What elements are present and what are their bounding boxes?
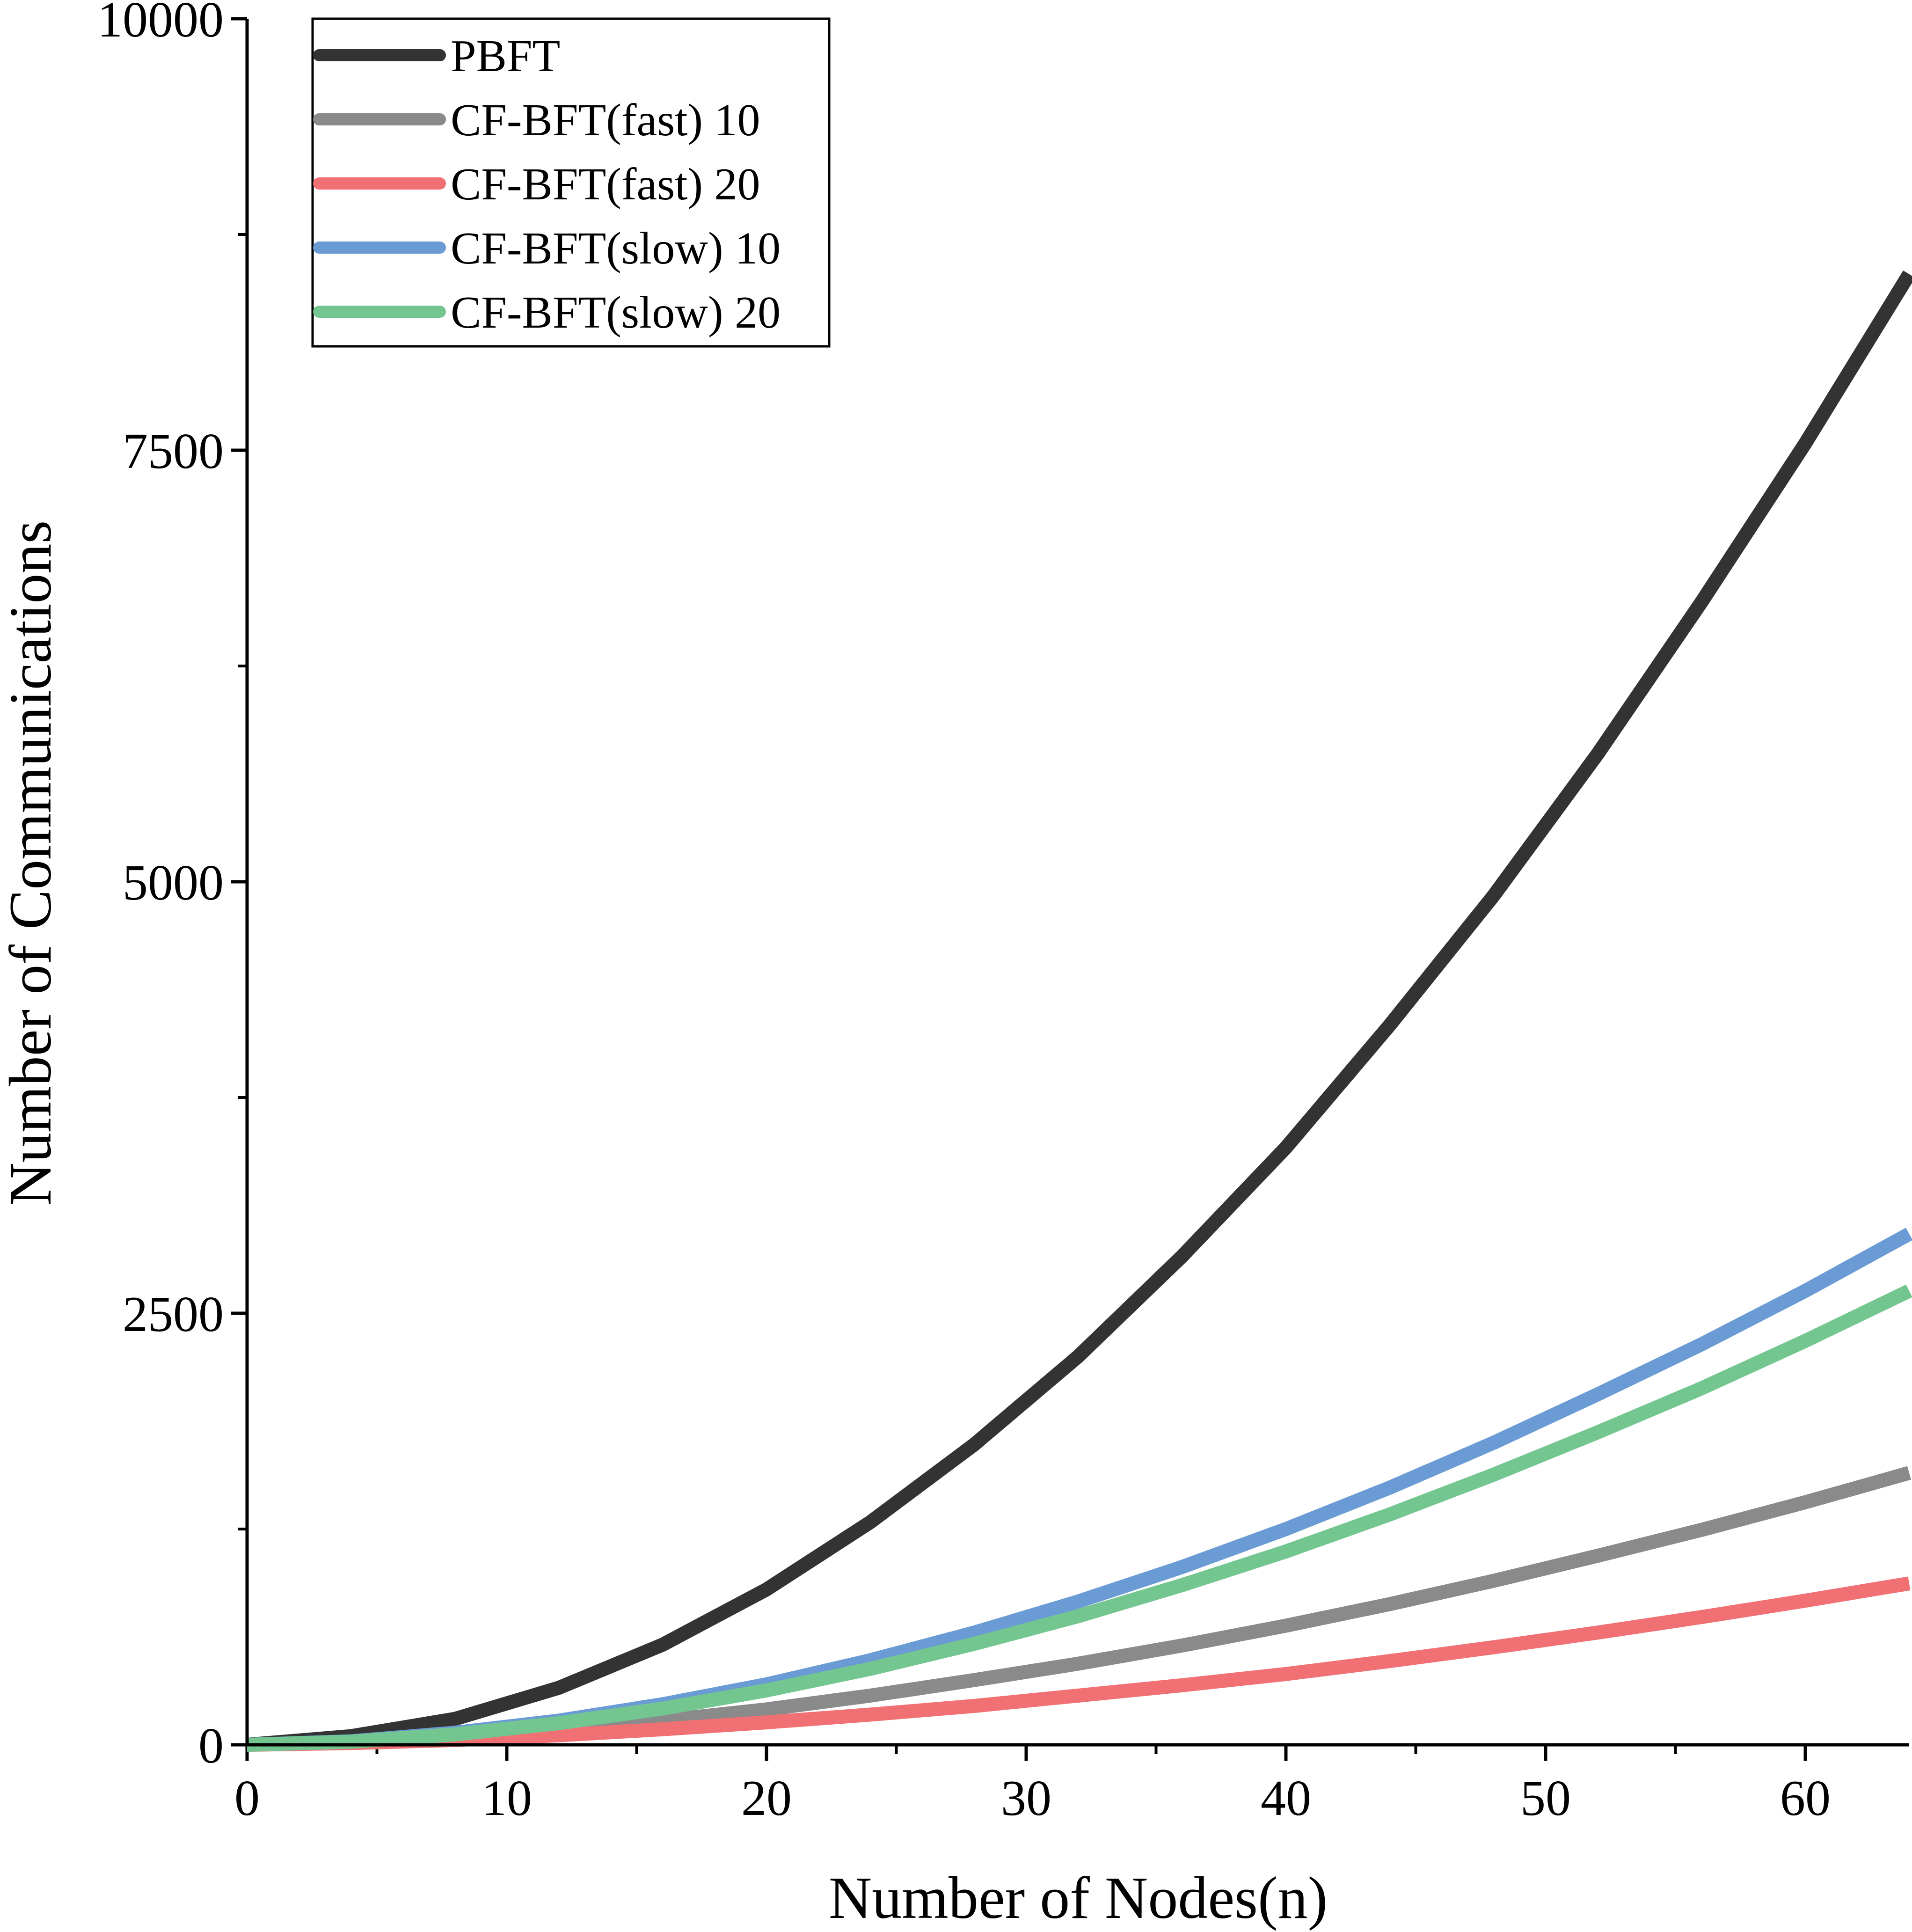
x-axis-title: Number of Nodes(n): [829, 1865, 1328, 1931]
y-tick-label: 7500: [123, 424, 224, 479]
x-tick-label: 50: [1520, 1771, 1571, 1826]
x-tick-label: 60: [1780, 1771, 1831, 1826]
legend-label: CF-BFT(slow) 20: [451, 287, 781, 338]
series-lines: [246, 270, 1912, 1752]
y-axis-title: Number of Communications: [0, 520, 64, 1206]
x-tick-label: 40: [1261, 1771, 1311, 1826]
x-tick-label: 30: [1001, 1771, 1051, 1826]
legend-label: CF-BFT(fast) 10: [451, 95, 760, 146]
legend-label: CF-BFT(slow) 10: [451, 223, 781, 274]
series-line-cf-bft-slow-20: [247, 1284, 1912, 1752]
series-line-pbft: [246, 270, 1912, 1752]
x-tick-label: 10: [482, 1771, 532, 1826]
legend-label: CF-BFT(fast) 20: [451, 159, 760, 210]
x-tick-label: 0: [234, 1771, 260, 1826]
series-line-cf-bft-fast-20: [247, 1576, 1911, 1752]
x-axis-ticks: 0 10 20 30 40 50 60: [234, 1745, 1831, 1826]
y-tick-label: 0: [198, 1718, 224, 1774]
legend: PBFT CF-BFT(fast) 10 CF-BFT(fast) 20 CF-BFT…: [311, 17, 831, 348]
x-tick-label: 20: [741, 1771, 792, 1826]
y-tick-label: 2500: [123, 1287, 224, 1342]
y-axis-ticks: 0 2500 5000 7500 10000: [97, 0, 247, 1774]
legend-label: PBFT: [451, 31, 560, 81]
y-tick-label: 10000: [97, 0, 224, 48]
y-tick-label: 5000: [123, 855, 224, 911]
